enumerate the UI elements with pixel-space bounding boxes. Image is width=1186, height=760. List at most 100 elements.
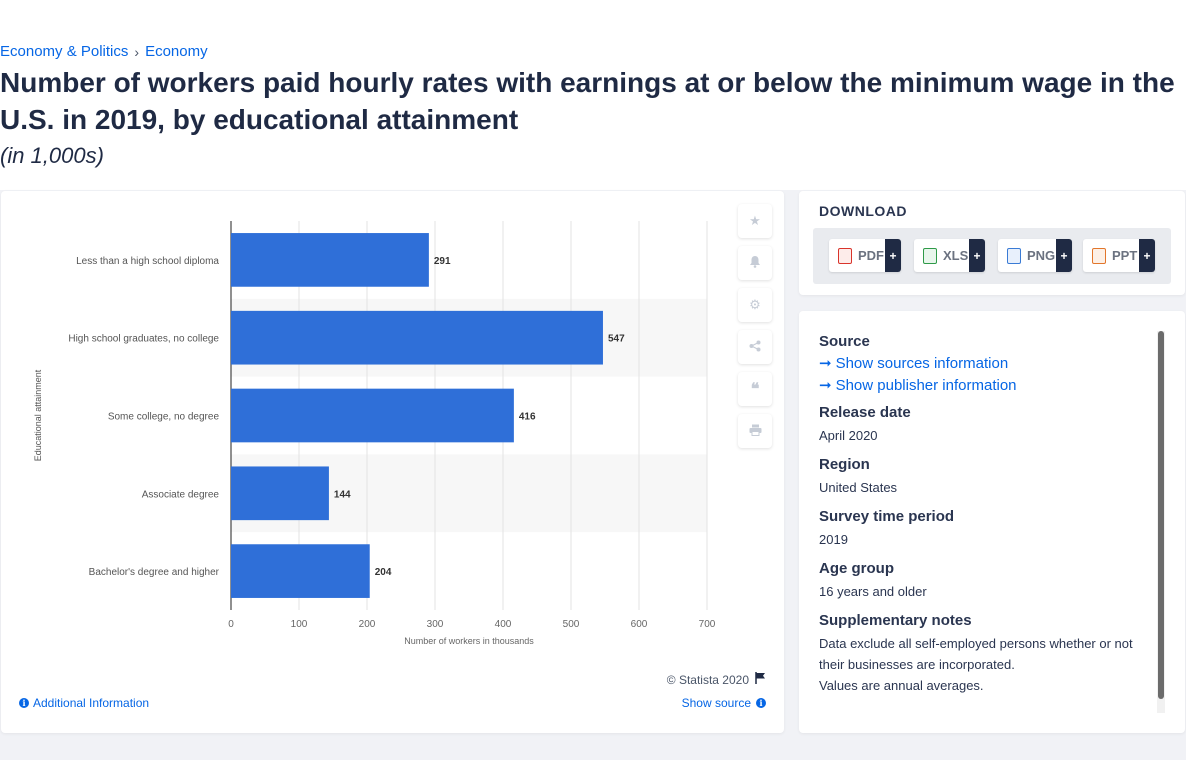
category-label: Some college, no degree: [108, 412, 220, 423]
category-label: Associate degree: [142, 489, 220, 500]
release-date-value: April 2020: [819, 428, 878, 443]
flag-icon[interactable]: [755, 672, 766, 687]
bar-chart: 291 Less than a high school diploma 547 Hig…: [33, 221, 716, 646]
region-section: Region United States: [819, 456, 1149, 498]
download-ppt-label: PPT: [1112, 248, 1138, 263]
source-section: Source ➞ Show sources information ➞ Show…: [819, 333, 1149, 394]
download-xls-button[interactable]: XLS +: [914, 239, 985, 272]
scrollbar-thumb[interactable]: [1158, 331, 1164, 699]
cite-button[interactable]: ❝: [738, 372, 772, 406]
download-pdf-label: PDF: [858, 248, 884, 263]
x-tick-label: 200: [359, 619, 376, 630]
info-icon: i: [756, 698, 766, 708]
chart-card: 291 Less than a high school diploma 547 Hig…: [1, 191, 784, 733]
age-group-value: 16 years and older: [819, 584, 927, 599]
category-label: Less than a high school diploma: [76, 256, 219, 267]
x-tick-label: 700: [699, 619, 716, 630]
plus-icon: +: [885, 239, 901, 272]
download-ppt-button[interactable]: PPT +: [1083, 239, 1155, 272]
breadcrumb-item-economy[interactable]: Economy: [145, 43, 208, 60]
bar: [231, 310, 603, 365]
header-band: [0, 0, 1186, 190]
show-publisher-text: Show publisher information: [835, 376, 1017, 394]
metadata-scrollbar[interactable]: [1157, 331, 1165, 713]
additional-information-text: Additional Information: [33, 696, 150, 710]
png-file-icon: [1007, 247, 1021, 264]
survey-period-value: 2019: [819, 532, 848, 547]
bar: [231, 388, 514, 443]
plus-icon: +: [1056, 239, 1072, 272]
supplementary-notes-value-1: Data exclude all self-employed persons w…: [819, 636, 1133, 672]
data-label: 547: [608, 334, 625, 345]
pdf-file-icon: [838, 247, 852, 264]
notification-button[interactable]: [738, 246, 772, 280]
x-tick-label: 300: [427, 619, 444, 630]
download-title: DOWNLOAD: [819, 203, 907, 219]
arrow-right-icon: ➞: [819, 355, 832, 372]
y-axis-title: Educational attainment: [33, 369, 43, 461]
source-label: Source: [819, 333, 870, 350]
data-label: 144: [334, 489, 351, 500]
survey-period-label: Survey time period: [819, 508, 955, 525]
age-group-label: Age group: [819, 560, 894, 577]
breadcrumb-item-economy-politics[interactable]: Economy & Politics: [0, 43, 129, 60]
survey-period-section: Survey time period 2019: [819, 508, 1149, 550]
x-tick-label: 0: [228, 619, 234, 630]
age-group-section: Age group 16 years and older: [819, 560, 1149, 602]
region-label: Region: [819, 456, 870, 473]
x-axis-title: Number of workers in thousands: [404, 636, 534, 646]
quote-icon: ❝: [750, 381, 760, 398]
download-button-row: PDF + XLS + PNG + PPT +: [813, 228, 1171, 284]
show-source-link[interactable]: Show source i: [682, 696, 766, 710]
bell-icon: [749, 255, 761, 271]
metadata-card: Source ➞ Show sources information ➞ Show…: [799, 311, 1185, 733]
page-title: Number of workers paid hourly rates with…: [0, 67, 1175, 135]
supplementary-notes-value-2: Values are annual averages.: [819, 678, 984, 693]
show-publisher-link[interactable]: ➞ Show publisher information: [819, 376, 1149, 395]
chart-toolbar: ★ ⚙ ❝: [738, 204, 772, 456]
metadata-list: Source ➞ Show sources information ➞ Show…: [819, 333, 1149, 706]
release-date-section: Release date April 2020: [819, 404, 1149, 446]
plus-icon: +: [1139, 239, 1155, 272]
show-source-text: Show source: [681, 696, 751, 710]
download-png-label: PNG: [1027, 248, 1056, 263]
supplementary-notes-section: Supplementary notes Data exclude all sel…: [819, 612, 1149, 696]
download-png-button[interactable]: PNG +: [998, 239, 1072, 272]
favorite-button[interactable]: ★: [738, 204, 772, 238]
bar: [231, 466, 329, 521]
plus-icon: +: [969, 239, 985, 272]
share-icon: [749, 340, 761, 355]
info-icon: i: [19, 698, 29, 708]
settings-button[interactable]: ⚙: [738, 288, 772, 322]
download-pdf-button[interactable]: PDF +: [829, 239, 901, 272]
arrow-right-icon: ➞: [819, 377, 832, 394]
breadcrumb: Economy & Politics › Economy: [0, 43, 208, 60]
category-label: Bachelor's degree and higher: [89, 567, 220, 578]
print-icon: [749, 424, 762, 439]
bar: [231, 544, 370, 598]
xls-file-icon: [923, 247, 937, 264]
page-subtitle: (in 1,000s): [0, 143, 104, 168]
copyright: © Statista 2020: [667, 672, 766, 687]
additional-information-link[interactable]: i Additional Information: [19, 696, 149, 710]
ppt-file-icon: [1092, 247, 1106, 264]
bar: [231, 233, 429, 287]
x-tick-label: 500: [563, 619, 580, 630]
x-tick-label: 600: [631, 619, 648, 630]
release-date-label: Release date: [819, 404, 911, 421]
print-button[interactable]: [738, 414, 772, 448]
data-label: 416: [519, 412, 536, 423]
download-card: DOWNLOAD PDF + XLS + PNG + PPT +: [799, 191, 1185, 295]
share-button[interactable]: [738, 330, 772, 364]
x-tick-label: 100: [291, 619, 308, 630]
data-label: 291: [434, 256, 451, 267]
x-tick-label: 400: [495, 619, 512, 630]
download-xls-label: XLS: [943, 248, 969, 263]
star-icon: ★: [749, 213, 761, 228]
supplementary-notes-label: Supplementary notes: [819, 612, 972, 629]
show-sources-text: Show sources information: [835, 354, 1009, 372]
data-label: 204: [375, 567, 392, 578]
category-label: High school graduates, no college: [68, 334, 219, 345]
show-sources-link[interactable]: ➞ Show sources information: [819, 354, 1149, 373]
gear-icon: ⚙: [749, 297, 761, 312]
